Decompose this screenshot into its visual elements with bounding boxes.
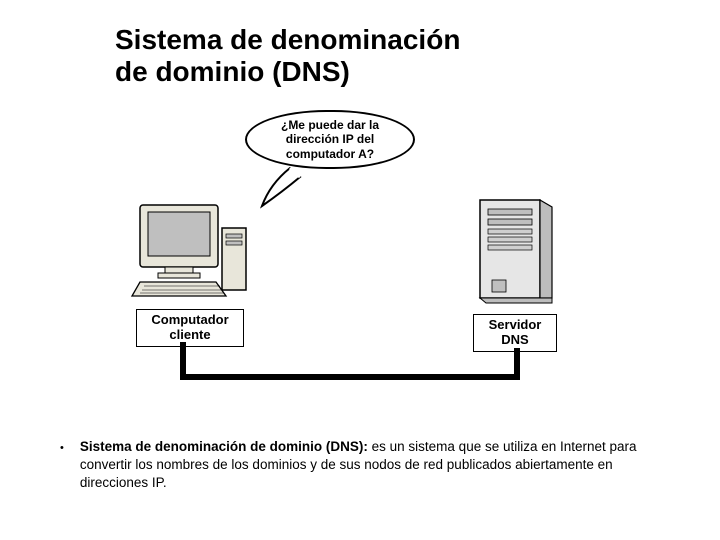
server-icon (470, 195, 565, 305)
speech-bubble-tail (260, 164, 306, 210)
slide: Sistema de denominación de dominio (DNS)… (0, 0, 720, 540)
slide-title: Sistema de denominación de dominio (DNS) (115, 24, 460, 88)
server-label-line-1: Servidor (489, 317, 542, 332)
client-label: Computador cliente (136, 309, 244, 347)
computer-icon (130, 200, 250, 300)
title-line-2: de dominio (DNS) (115, 56, 350, 87)
client-label-line-2: cliente (169, 327, 210, 342)
net-line-horizontal (180, 374, 520, 380)
speech-bubble: ¿Me puede dar la dirección IP del comput… (245, 110, 415, 169)
server-label: Servidor DNS (473, 314, 557, 352)
bullet-marker: • (60, 440, 64, 458)
server-label-line-2: DNS (501, 332, 528, 347)
client-computer: Computador cliente (130, 200, 250, 347)
client-label-line-1: Computador (151, 312, 228, 327)
dns-server: Servidor DNS (470, 195, 565, 352)
bullet-lead: Sistema de denominación de dominio (DNS)… (80, 439, 368, 454)
speech-bubble-text: ¿Me puede dar la dirección IP del comput… (281, 118, 379, 161)
dns-diagram: ¿Me puede dar la dirección IP del comput… (100, 110, 600, 400)
title-line-1: Sistema de denominación (115, 24, 460, 55)
bullet-block: • Sistema de denominación de dominio (DN… (60, 438, 660, 493)
bullet-text: Sistema de denominación de dominio (DNS)… (80, 438, 660, 493)
